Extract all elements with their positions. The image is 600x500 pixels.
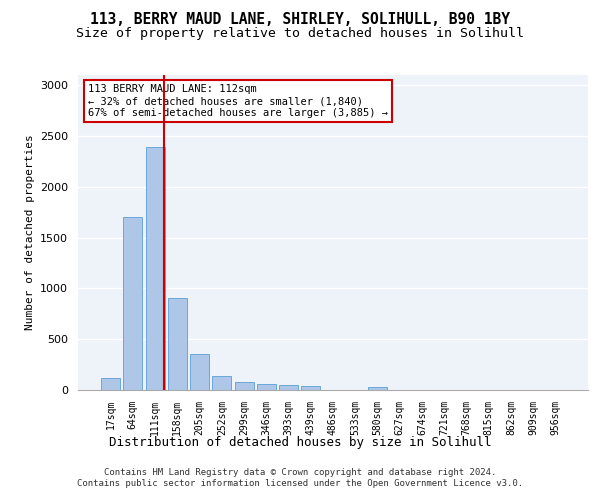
Bar: [190, 354, 209, 390]
Text: 113, BERRY MAUD LANE, SHIRLEY, SOLIHULL, B90 1BY: 113, BERRY MAUD LANE, SHIRLEY, SOLIHULL,…: [90, 12, 510, 28]
Bar: [235, 382, 254, 390]
Text: Distribution of detached houses by size in Solihull: Distribution of detached houses by size …: [109, 436, 491, 449]
Y-axis label: Number of detached properties: Number of detached properties: [25, 134, 35, 330]
Bar: [124, 218, 142, 390]
Bar: [257, 384, 276, 390]
Text: 113 BERRY MAUD LANE: 112sqm
← 32% of detached houses are smaller (1,840)
67% of : 113 BERRY MAUD LANE: 112sqm ← 32% of det…: [88, 84, 388, 117]
Bar: [301, 386, 320, 390]
Text: Size of property relative to detached houses in Solihull: Size of property relative to detached ho…: [76, 28, 524, 40]
Bar: [101, 378, 120, 390]
Bar: [168, 298, 187, 390]
Text: Contains HM Land Registry data © Crown copyright and database right 2024.
Contai: Contains HM Land Registry data © Crown c…: [77, 468, 523, 487]
Bar: [279, 386, 298, 390]
Bar: [212, 376, 231, 390]
Bar: [368, 387, 387, 390]
Bar: [146, 147, 164, 390]
